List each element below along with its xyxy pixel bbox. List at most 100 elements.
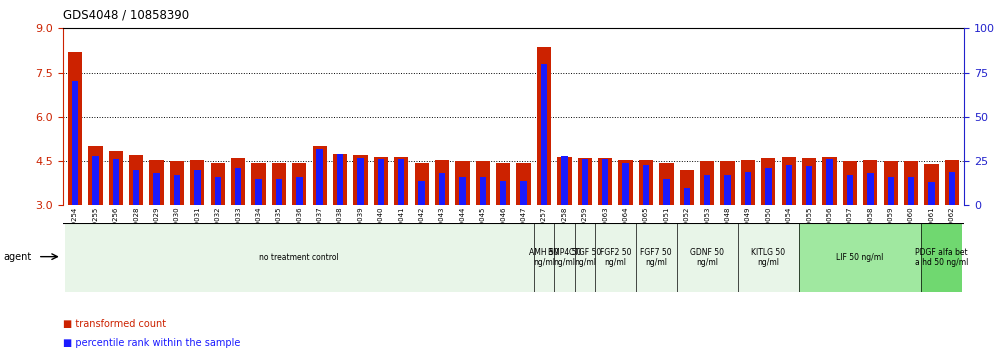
Bar <box>642 165 649 205</box>
Bar <box>921 223 962 292</box>
Text: FGF2 50
ng/ml: FGF2 50 ng/ml <box>600 248 631 267</box>
Bar <box>554 223 575 292</box>
Bar <box>868 173 873 205</box>
Bar <box>724 175 731 205</box>
Bar <box>582 159 588 205</box>
Bar <box>93 156 99 205</box>
Bar <box>398 159 404 205</box>
Bar <box>173 175 180 205</box>
Bar <box>827 159 833 205</box>
Bar <box>480 177 486 205</box>
Bar <box>89 146 103 205</box>
Bar <box>595 223 635 292</box>
Bar <box>806 166 813 205</box>
Bar <box>904 161 918 205</box>
Bar <box>534 223 554 292</box>
Bar <box>602 159 609 205</box>
Bar <box>745 172 751 205</box>
Bar <box>786 165 792 205</box>
Bar <box>313 146 327 205</box>
Bar <box>908 177 914 205</box>
Text: LIF 50 ng/ml: LIF 50 ng/ml <box>837 253 883 262</box>
Text: CTGF 50
ng/ml: CTGF 50 ng/ml <box>569 248 601 267</box>
Text: GDNF 50
ng/ml: GDNF 50 ng/ml <box>690 248 724 267</box>
Bar <box>272 162 286 205</box>
Bar <box>149 160 163 205</box>
Bar <box>377 159 384 205</box>
Bar <box>333 154 348 205</box>
Bar <box>374 156 388 205</box>
Text: FGF7 50
ng/ml: FGF7 50 ng/ml <box>640 248 672 267</box>
Bar <box>68 52 82 205</box>
Bar <box>598 158 613 205</box>
Bar <box>132 170 139 205</box>
Text: agent: agent <box>3 252 31 262</box>
Bar <box>635 223 676 292</box>
Bar <box>864 160 877 205</box>
Bar <box>231 158 245 205</box>
Bar <box>251 162 266 205</box>
Bar <box>843 161 858 205</box>
Bar <box>296 177 303 205</box>
Bar <box>700 161 714 205</box>
Bar <box>638 160 653 205</box>
Bar <box>541 64 547 205</box>
Bar <box>823 156 837 205</box>
Bar <box>65 223 534 292</box>
Bar <box>476 161 490 205</box>
Bar <box>537 47 551 205</box>
Bar <box>561 156 568 205</box>
Bar <box>887 177 894 205</box>
Bar <box>659 162 673 205</box>
Bar <box>683 188 690 205</box>
Bar <box>500 181 506 205</box>
Bar <box>948 172 955 205</box>
Bar <box>704 175 710 205</box>
Text: AMH 50
ng/ml: AMH 50 ng/ml <box>529 248 559 267</box>
Bar <box>317 149 323 205</box>
Bar <box>847 175 854 205</box>
Bar <box>720 161 735 205</box>
Text: ■ transformed count: ■ transformed count <box>63 319 166 329</box>
Bar <box>517 162 531 205</box>
Text: BMP4 50
ng/ml: BMP4 50 ng/ml <box>548 248 581 267</box>
Bar <box>619 160 632 205</box>
Bar <box>394 156 408 205</box>
Bar <box>741 160 755 205</box>
Bar <box>255 179 262 205</box>
Text: KITLG 50
ng/ml: KITLG 50 ng/ml <box>751 248 786 267</box>
Bar <box>337 154 344 205</box>
Bar <box>765 168 772 205</box>
Bar <box>435 160 449 205</box>
Bar <box>153 173 159 205</box>
Text: PDGF alfa bet
a hd 50 ng/ml: PDGF alfa bet a hd 50 ng/ml <box>915 248 968 267</box>
Bar <box>799 223 921 292</box>
Bar <box>418 181 425 205</box>
Bar <box>663 179 669 205</box>
Bar <box>883 161 897 205</box>
Bar <box>214 177 221 205</box>
Bar <box>738 223 799 292</box>
Text: ■ percentile rank within the sample: ■ percentile rank within the sample <box>63 338 240 348</box>
Text: GDS4048 / 10858390: GDS4048 / 10858390 <box>63 9 189 22</box>
Bar <box>945 160 959 205</box>
Bar <box>113 159 119 205</box>
Bar <box>358 158 364 205</box>
Bar <box>190 160 204 205</box>
Bar <box>194 170 200 205</box>
Bar <box>676 223 738 292</box>
Bar <box>459 177 466 205</box>
Bar <box>109 151 123 205</box>
Bar <box>496 162 510 205</box>
Bar <box>129 155 143 205</box>
Bar <box>622 163 628 205</box>
Bar <box>802 158 817 205</box>
Bar <box>521 181 527 205</box>
Bar <box>292 162 307 205</box>
Bar <box>928 182 934 205</box>
Text: no treatment control: no treatment control <box>259 253 340 262</box>
Bar <box>169 161 184 205</box>
Bar <box>679 170 694 205</box>
Bar <box>924 164 938 205</box>
Bar <box>575 223 595 292</box>
